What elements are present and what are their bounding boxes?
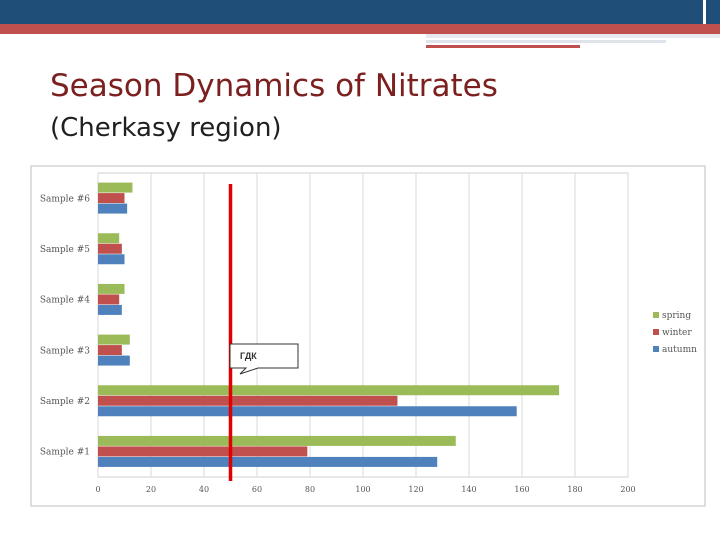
category-label: Sample #5 [40,245,90,255]
bar-autumn-2 [98,406,517,417]
bars [98,182,560,467]
category-label: Sample #2 [40,397,90,407]
bar-spring-3 [98,334,130,345]
bar-spring-6 [98,182,133,193]
x-tick-label: 100 [355,485,370,494]
bar-spring-5 [98,233,120,244]
bar-spring-2 [98,385,560,396]
legend-label-autumn: autumn [662,345,697,355]
x-tick-label: 80 [305,485,315,494]
category-label: Sample #4 [40,296,90,306]
reference-line-group: ГДК [228,184,299,481]
bar-autumn-1 [98,456,438,467]
decor-stripe-light [426,34,720,38]
legend-swatch-winter [653,329,659,335]
slide-header-band [0,0,720,24]
bar-winter-1 [98,446,308,457]
bar-spring-1 [98,435,456,446]
x-tick-label: 120 [408,485,423,494]
x-tick-label: 0 [95,485,100,494]
bar-winter-5 [98,243,122,254]
slide-accent-band [0,24,720,34]
bar-autumn-5 [98,254,125,265]
slide-title: Season Dynamics of Nitrates [50,68,498,104]
header-edge-mark [703,0,706,24]
x-tick-label: 60 [252,485,262,494]
x-tick-label: 20 [146,485,156,494]
category-label: Sample #3 [40,346,90,356]
decor-stripe-mid [426,40,666,43]
gridlines [97,173,629,477]
legend-swatch-autumn [653,346,659,352]
legend-label-winter: winter [662,328,692,338]
legend-swatch-spring [653,312,659,318]
slide-subtitle: (Cherkasy region) [50,113,282,143]
bar-autumn-6 [98,203,128,214]
reference-callout-box [229,343,299,375]
bar-winter-6 [98,193,125,204]
x-tick-labels: 0 20 40 60 80 100 120 140 160 180 200 [95,485,635,494]
bar-autumn-3 [98,355,130,366]
bar-winter-3 [98,345,122,356]
bar-winter-4 [98,294,120,305]
bar-winter-2 [98,395,398,406]
decor-stripe-red [426,45,580,48]
category-label: Sample #6 [40,194,90,204]
x-tick-label: 200 [620,485,635,494]
x-tick-label: 40 [199,485,209,494]
category-labels: Sample #1 Sample #2 Sample #3 Sample #4 Samp… [40,194,90,457]
x-tick-label: 180 [567,485,582,494]
legend-label-spring: spring [662,311,691,321]
reference-callout-label: ГДК [240,351,257,361]
bar-autumn-4 [98,304,122,315]
x-tick-label: 160 [514,485,529,494]
legend: spring winter autumn [653,311,697,355]
bar-spring-4 [98,283,125,294]
category-label: Sample #1 [40,448,90,458]
x-tick-label: 140 [461,485,476,494]
